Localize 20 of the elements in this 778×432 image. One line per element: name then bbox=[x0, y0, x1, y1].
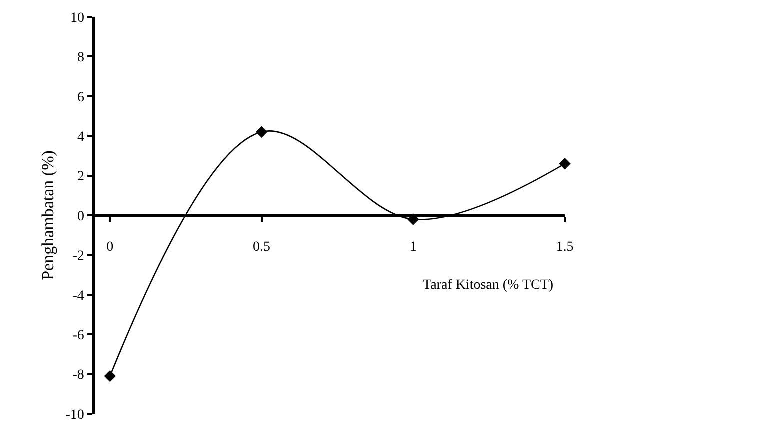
point bbox=[256, 126, 268, 138]
y-tick-label: -6 bbox=[72, 328, 84, 344]
y-tick-label: -2 bbox=[72, 249, 84, 264]
y-axis-title: Penghambatan (%) bbox=[38, 150, 58, 280]
y-tick-label: 6 bbox=[77, 90, 84, 106]
x-axis-title: Taraf Kitosan (% TCT) bbox=[423, 278, 554, 293]
point bbox=[559, 158, 571, 170]
y-tick-label: -10 bbox=[66, 408, 84, 423]
x-tick-label: 0 bbox=[106, 240, 114, 256]
point bbox=[104, 370, 116, 382]
x-tick-label: 1 bbox=[410, 240, 417, 256]
x-tick-label: 0.5 bbox=[253, 240, 271, 256]
y-tick-label: 2 bbox=[77, 170, 84, 185]
y-tick-label: 4 bbox=[77, 130, 84, 145]
y-tick-label: -4 bbox=[72, 288, 84, 304]
y-tick-label: -8 bbox=[72, 368, 84, 384]
y-tick-label: 8 bbox=[77, 50, 84, 66]
x-tick-label: 1.5 bbox=[556, 240, 574, 256]
y-tick-label: 0 bbox=[77, 209, 84, 224]
y-tick-label: 10 bbox=[70, 10, 84, 26]
